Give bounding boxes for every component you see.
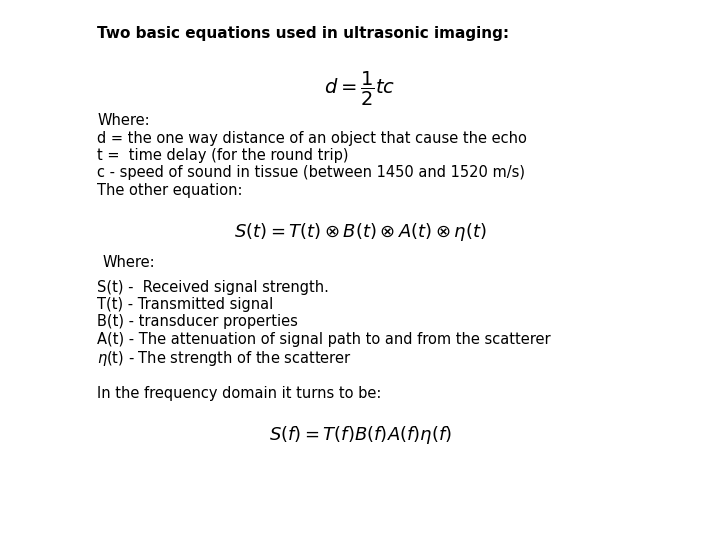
Text: B(t) - transducer properties: B(t) - transducer properties [97,314,298,329]
Text: c - speed of sound in tissue (between 1450 and 1520 m/s): c - speed of sound in tissue (between 14… [97,165,525,180]
Text: A(t) - The attenuation of signal path to and from the scatterer: A(t) - The attenuation of signal path to… [97,332,551,347]
Text: The other equation:: The other equation: [97,183,243,198]
Text: $d = \dfrac{1}{2}tc$: $d = \dfrac{1}{2}tc$ [325,70,395,109]
Text: Two basic equations used in ultrasonic imaging:: Two basic equations used in ultrasonic i… [97,26,509,41]
Text: d = the one way distance of an object that cause the echo: d = the one way distance of an object th… [97,131,527,146]
Text: Where:: Where: [97,113,150,129]
Text: S(t) -  Received signal strength.: S(t) - Received signal strength. [97,280,329,295]
Text: Where:: Where: [103,255,156,270]
Text: $\eta$(t) - The strength of the scatterer: $\eta$(t) - The strength of the scattere… [97,349,352,368]
Text: T(t) - Transmitted signal: T(t) - Transmitted signal [97,297,274,312]
Text: $S(f) = T(f)B(f)A(f)\eta(f)$: $S(f) = T(f)B(f)A(f)\eta(f)$ [269,424,451,446]
Text: In the frequency domain it turns to be:: In the frequency domain it turns to be: [97,386,382,401]
Text: t =  time delay (for the round trip): t = time delay (for the round trip) [97,148,348,163]
Text: $S(t) = T(t) \otimes B(t) \otimes A(t) \otimes \eta(t)$: $S(t) = T(t) \otimes B(t) \otimes A(t) \… [233,221,487,244]
